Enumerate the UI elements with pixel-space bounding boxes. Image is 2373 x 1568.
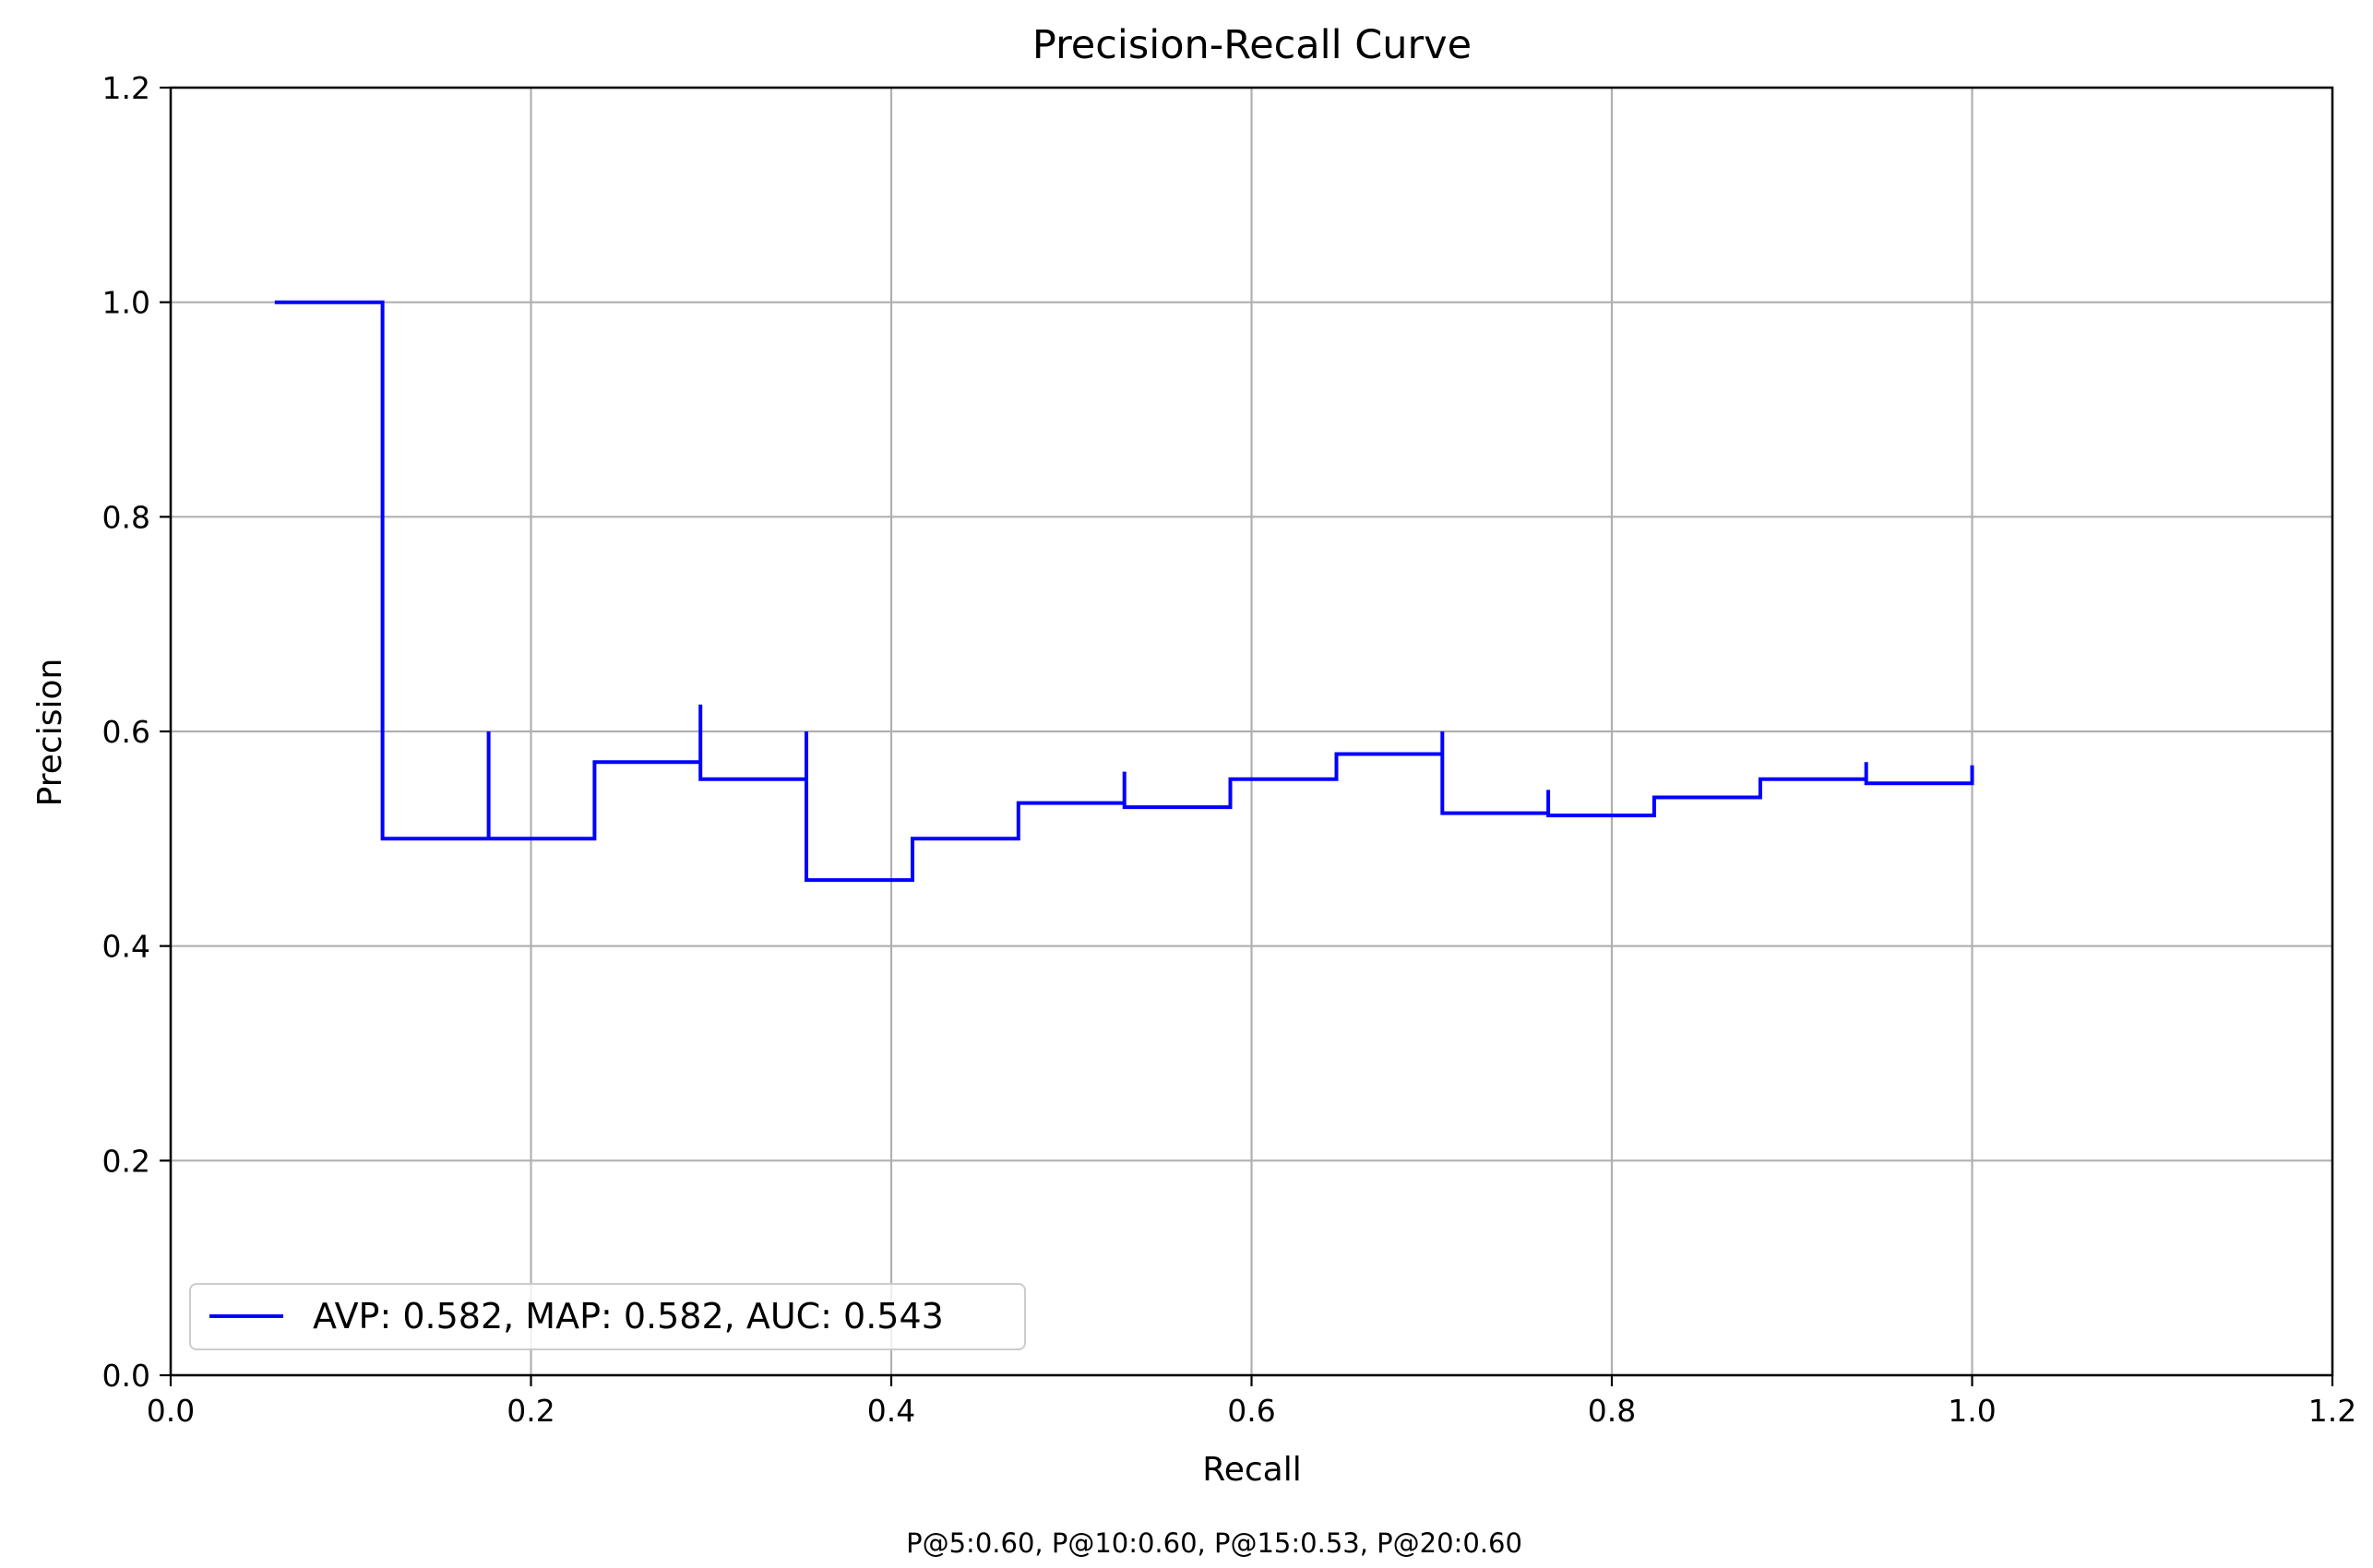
x-axis-label: Recall (1202, 1451, 1301, 1489)
precision-at-k-footer: P@5:0.60, P@10:0.60, P@15:0.53, P@20:0.6… (906, 1527, 1522, 1559)
y-tick-label: 1.2 (102, 70, 150, 106)
x-tick-label: 0.8 (1588, 1393, 1636, 1429)
y-axis-label: Precision (31, 659, 69, 807)
tick-marks (160, 86, 2334, 1386)
y-tick-label: 0.0 (102, 1358, 150, 1394)
series-layer (274, 300, 1974, 883)
x-tick-label: 1.0 (1948, 1393, 1996, 1429)
legend-box (189, 1283, 1026, 1350)
x-tick-label: 0.6 (1227, 1393, 1275, 1429)
pr-curve-series (274, 300, 1974, 883)
x-tick-label: 1.2 (2308, 1393, 2356, 1429)
chart-title: Precision-Recall Curve (1032, 22, 1472, 68)
x-tick-label: 0.0 (147, 1393, 195, 1429)
y-tick-label: 0.6 (102, 714, 150, 750)
y-tick-label: 0.2 (102, 1143, 150, 1179)
y-tick-label: 0.8 (102, 499, 150, 535)
x-tick-label: 0.4 (867, 1393, 915, 1429)
legend: AVP: 0.582, MAP: 0.582, AUC: 0.543 (189, 1283, 1026, 1350)
legend-entry: AVP: 0.582, MAP: 0.582, AUC: 0.543 (313, 1296, 944, 1336)
tick-labels: 0.0 0.2 0.4 0.6 0.8 1.0 1.2 0.0 0.2 0.4 0.6 0.8 1.0 1… (102, 70, 2357, 1429)
y-tick-label: 0.4 (102, 929, 150, 965)
y-tick-label: 1.0 (102, 285, 150, 321)
x-tick-label: 0.2 (507, 1393, 554, 1429)
